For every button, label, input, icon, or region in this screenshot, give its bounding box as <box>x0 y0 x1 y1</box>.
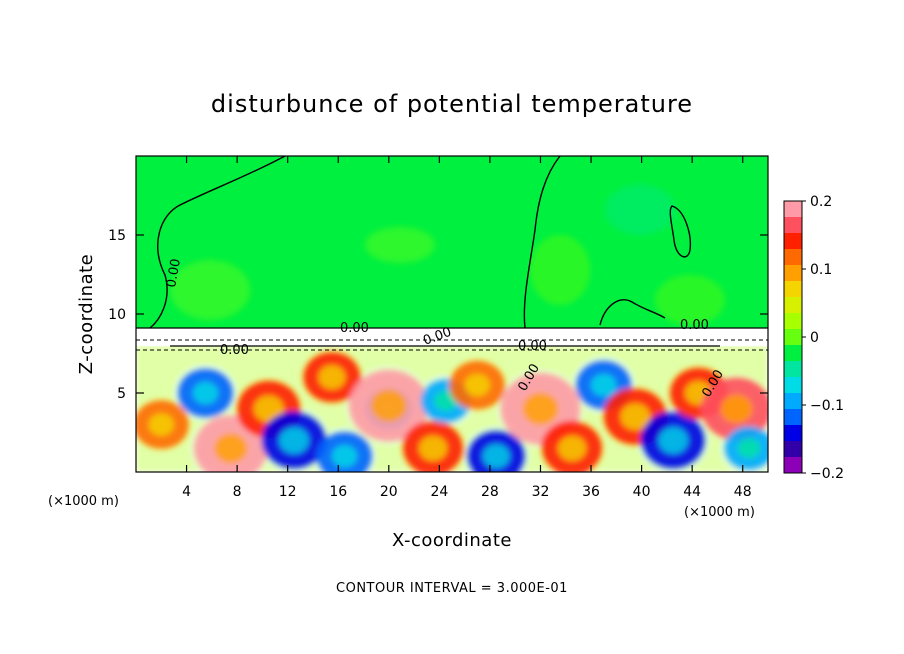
x-tick-label: 12 <box>279 484 297 500</box>
field-blob-core <box>254 395 284 422</box>
upper-patches <box>170 185 725 325</box>
field-patch <box>605 185 675 235</box>
x-tick-label: 36 <box>582 484 600 500</box>
contour-line <box>523 156 561 329</box>
field-blob-core <box>318 365 346 389</box>
y-axis-label: Z-coordinate <box>76 254 97 375</box>
colorbar-swatch <box>784 377 802 394</box>
field-blob-core <box>331 445 358 468</box>
contour-line <box>599 299 666 326</box>
colorbar-swatch <box>784 217 802 234</box>
colorbar-swatch <box>784 329 802 346</box>
lower-layer <box>136 346 768 472</box>
field-blob-core <box>370 389 407 422</box>
field-blobs <box>136 346 768 472</box>
x-units-right: (×1000 m) <box>684 505 755 520</box>
colorbar-swatch <box>784 345 802 362</box>
contour-label: 0.00 <box>518 339 547 354</box>
x-tick-label: 40 <box>633 484 651 500</box>
colorbar: 0.2 0.1 0 −0.1 −0.2 <box>783 194 844 482</box>
colorbar-swatch <box>784 297 802 314</box>
field-blob-core <box>522 392 559 425</box>
chart-title: disturbunce of potential temperature <box>211 90 693 118</box>
contour-interval-note: CONTOUR INTERVAL = 3.000E-01 <box>336 581 568 596</box>
x-axis-label: X-coordinate <box>392 530 512 551</box>
contour-label: 0.00 <box>220 343 249 358</box>
colorbar-swatch <box>784 409 802 426</box>
field-blob-core <box>658 427 688 454</box>
y-tick-label: 10 <box>108 307 126 323</box>
colorbar-swatch <box>784 457 802 474</box>
field-blob-core <box>464 373 490 397</box>
x-tick-label: 20 <box>380 484 398 500</box>
colorbar-swatch <box>784 249 802 266</box>
x-tick-label: 4 <box>182 484 191 500</box>
contour-lines <box>149 156 692 329</box>
colorbar-swatch <box>784 393 802 410</box>
x-tick-label: 28 <box>481 484 499 500</box>
colorbar-swatch <box>784 201 802 218</box>
tropopause-band <box>136 327 768 351</box>
field-blob-core <box>419 435 447 461</box>
field-blob-core <box>737 438 761 459</box>
x-tick-label: 8 <box>233 484 242 500</box>
colorbar-tick-label: 0.2 <box>810 194 832 210</box>
colorbar-swatch <box>784 265 802 282</box>
field-blob-core <box>434 391 457 411</box>
contour-line <box>149 156 286 329</box>
colorbar-tick-label: −0.2 <box>810 466 844 482</box>
field-patch <box>655 275 725 325</box>
field-patch <box>170 260 250 320</box>
x-tick-label: 48 <box>734 484 752 500</box>
y-tick-label: 15 <box>108 228 126 244</box>
contour-label: 0.00 <box>164 258 184 289</box>
field-blob-core <box>148 413 174 436</box>
x-tick-label: 24 <box>430 484 448 500</box>
field-blob-core <box>558 435 587 461</box>
x-tick-label: 44 <box>683 484 701 500</box>
field-blob-core <box>482 444 510 468</box>
y-tick-label: 5 <box>117 386 126 402</box>
field-blob-core <box>720 394 753 424</box>
colorbar-swatch <box>784 441 802 458</box>
x-units-left: (×1000 m) <box>48 494 119 509</box>
x-tick-label: 16 <box>329 484 347 500</box>
field-blob-core <box>279 427 309 454</box>
colorbar-swatch <box>784 361 802 378</box>
contour-label: 0.00 <box>340 321 369 336</box>
contour-label: 0.00 <box>680 318 709 333</box>
colorbar-swatch <box>784 233 802 250</box>
colorbar-tick-label: 0 <box>810 330 819 346</box>
field-blob-core <box>620 403 650 430</box>
x-ticks: 4 8 12 16 20 24 28 32 36 40 44 48 <box>182 156 752 500</box>
field-patch <box>365 227 435 263</box>
colorbar-swatch <box>784 313 802 330</box>
colorbar-swatch <box>784 425 802 442</box>
plot-area: 0.00 0.00 0.00 0.00 0.00 0.00 0.00 0.00 <box>136 156 768 472</box>
colorbar-tick-label: −0.1 <box>810 398 844 414</box>
field-blob-core <box>192 381 219 405</box>
x-tick-label: 32 <box>532 484 550 500</box>
field-patch <box>530 235 590 305</box>
colorbar-tick-label: 0.1 <box>810 262 832 278</box>
contour-line <box>669 205 692 258</box>
field-blob-core <box>591 373 617 397</box>
field-blob-core <box>214 433 248 464</box>
y-ticks: 5 10 15 <box>108 228 768 402</box>
band-fill <box>136 328 768 346</box>
colorbar-swatch <box>784 281 802 298</box>
band-dashes <box>136 339 768 351</box>
